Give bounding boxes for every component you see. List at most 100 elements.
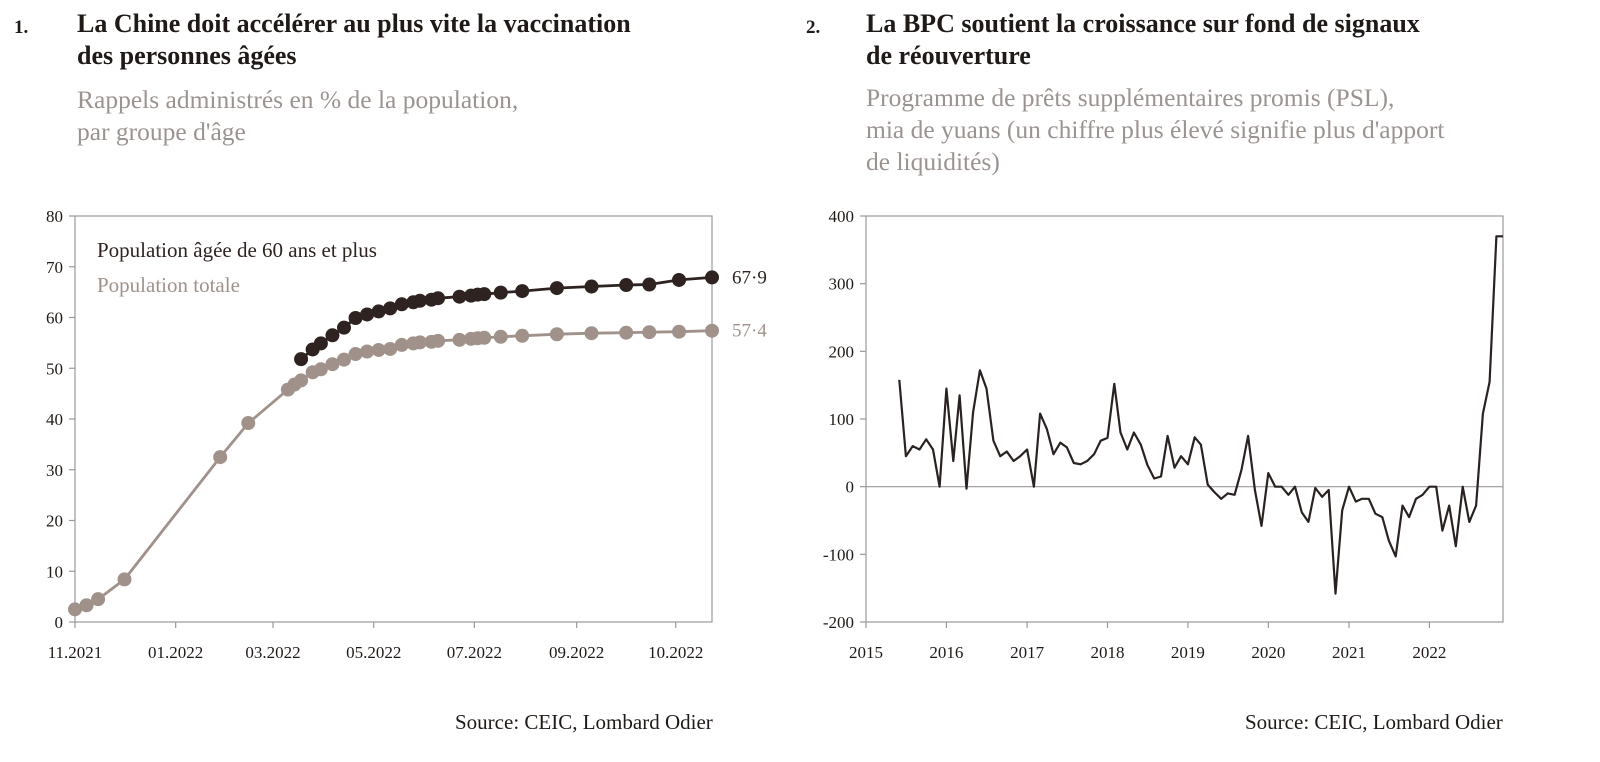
chart1-x-tick-label: 07.2022 bbox=[447, 643, 502, 662]
chart2-x-tick-label: 2021 bbox=[1332, 643, 1366, 662]
chart2-subtitle: Programme de prêts supplémentaires promi… bbox=[866, 82, 1444, 178]
chart2-y-tick-label: -100 bbox=[823, 545, 854, 564]
chart1-subtitle: Rappels administrés en % de la populatio… bbox=[77, 84, 518, 148]
chart1-series-1-point bbox=[477, 330, 492, 345]
chart1-series-1-point bbox=[325, 357, 340, 372]
chart1-y-tick-label: 0 bbox=[55, 613, 64, 632]
chart1-series-1-point bbox=[91, 592, 106, 607]
chart1-series-0-point bbox=[477, 287, 492, 302]
chart2-y-tick-label: 200 bbox=[829, 342, 855, 361]
chart1-y-tick-label: 20 bbox=[46, 512, 63, 531]
chart1-series-1-end-label: 57·4 bbox=[732, 321, 767, 342]
chart1-series-0-point bbox=[412, 293, 427, 308]
chart2-subtitle-line1: Programme de prêts supplémentaires promi… bbox=[866, 83, 1395, 112]
chart1-series-1-point bbox=[619, 325, 634, 340]
chart1-series-0-point bbox=[549, 281, 564, 296]
chart1-series-1-point bbox=[371, 342, 386, 357]
chart1-series-1-point bbox=[431, 333, 446, 348]
chart1-series-0-point bbox=[383, 301, 398, 316]
chart1-series-1-point bbox=[336, 352, 351, 367]
chart2-subtitle-line3: de liquidités) bbox=[866, 147, 1000, 176]
chart1-legend-entry-0: Population âgée de 60 ans et plus bbox=[97, 238, 377, 262]
chart1-series-1-point bbox=[515, 328, 530, 343]
chart1-series-0-point bbox=[452, 289, 467, 304]
chart1-y-tick-label: 10 bbox=[46, 562, 63, 581]
chart1-series-1-point bbox=[394, 337, 409, 352]
chart1-series-1-point bbox=[642, 325, 657, 340]
chart1-series-1-point bbox=[117, 572, 132, 587]
chart1-series-0-point bbox=[642, 277, 657, 292]
chart1-y-tick-label: 30 bbox=[46, 461, 63, 480]
chart1-series-0-point bbox=[360, 307, 375, 322]
chart1-series-1-point bbox=[452, 332, 467, 347]
chart2-title: La BPC soutient la croissance sur fond d… bbox=[866, 8, 1420, 72]
chart1-series-0-point bbox=[515, 284, 530, 299]
chart1-x-tick-label: 09.2022 bbox=[549, 643, 604, 662]
chart1-series-1-point bbox=[348, 347, 363, 362]
chart2-series-line-0 bbox=[898, 235, 1503, 595]
chart1-series-0-point bbox=[584, 279, 599, 294]
chart1-series-0-point bbox=[431, 291, 446, 306]
chart1-title-line2: des personnes âgées bbox=[77, 41, 297, 70]
chart1-series-0-point bbox=[493, 285, 508, 300]
chart2-y-tick-label: -200 bbox=[823, 613, 854, 632]
chart1-subtitle-line1: Rappels administrés en % de la populatio… bbox=[77, 85, 519, 114]
chart1-series-1-point bbox=[68, 602, 82, 617]
chart1-subtitle-line2: par groupe d'âge bbox=[77, 117, 246, 146]
chart1-series-0-point bbox=[294, 352, 309, 367]
chart1-x-tick-label: 10.2022 bbox=[648, 643, 703, 662]
chart1-series-1-point bbox=[360, 344, 375, 359]
chart1-number: 1. bbox=[14, 17, 29, 38]
chart1-y-tick-label: 60 bbox=[46, 309, 63, 328]
chart1-series-1-point bbox=[213, 450, 228, 465]
chart1-series-0-point bbox=[671, 272, 686, 287]
chart1-y-tick-label: 40 bbox=[46, 410, 63, 429]
chart2-subtitle-line2: mia de yuans (un chiffre plus élevé sign… bbox=[866, 115, 1445, 144]
chart1-title: La Chine doit accélérer au plus vite la … bbox=[77, 8, 631, 72]
chart2-source: Source: CEIC, Lombard Odier bbox=[1245, 710, 1503, 734]
chart1-series-0-point bbox=[619, 278, 634, 293]
chart1-series-0-end-label: 67·9 bbox=[732, 267, 767, 288]
chart1-series-1-point bbox=[705, 323, 719, 338]
chart1-source: Source: CEIC, Lombard Odier bbox=[455, 710, 713, 734]
chart2-x-tick-label: 2022 bbox=[1412, 643, 1446, 662]
chart1-series-0-point bbox=[348, 311, 363, 326]
chart1-x-tick-label: 03.2022 bbox=[245, 643, 300, 662]
chart1-series-0-point bbox=[705, 270, 719, 285]
chart1-series-1-point bbox=[79, 598, 94, 613]
chart2-title-line1: La BPC soutient la croissance sur fond d… bbox=[866, 9, 1420, 38]
chart1-x-tick-label: 01.2022 bbox=[148, 643, 203, 662]
chart1-series-1-point bbox=[493, 329, 508, 344]
chart2-x-tick-label: 2020 bbox=[1251, 643, 1285, 662]
chart1-series-0-point bbox=[371, 304, 386, 319]
chart1-series-1-point bbox=[549, 327, 564, 342]
chart1-series-1-point bbox=[313, 362, 328, 377]
chart1-y-tick-label: 50 bbox=[46, 359, 63, 378]
chart2-x-tick-label: 2015 bbox=[849, 643, 883, 662]
chart2-y-tick-label: 0 bbox=[846, 478, 855, 497]
chart2-x-tick-label: 2017 bbox=[1010, 643, 1045, 662]
chart1-y-tick-label: 80 bbox=[46, 207, 63, 226]
chart1-series-1-point bbox=[412, 335, 427, 350]
chart1-x-tick-label: 11.2021 bbox=[48, 643, 103, 662]
chart1-series-1-point bbox=[383, 341, 398, 356]
chart1-series-0-point bbox=[313, 336, 328, 351]
chart1-y-tick-label: 70 bbox=[46, 258, 63, 277]
chart2-y-tick-label: 100 bbox=[829, 410, 855, 429]
chart1-series-0-point bbox=[394, 297, 409, 312]
chart1-series-1-point bbox=[671, 324, 686, 339]
chart1-title-line1: La Chine doit accélérer au plus vite la … bbox=[77, 9, 631, 38]
chart1-legend-entry-1: Population totale bbox=[97, 273, 240, 297]
chart1-series-line-1 bbox=[74, 329, 713, 611]
chart2-x-tick-label: 2016 bbox=[929, 643, 963, 662]
chart1-series-0-point bbox=[325, 328, 340, 343]
chart1-x-tick-label: 05.2022 bbox=[346, 643, 401, 662]
chart2-number: 2. bbox=[806, 17, 821, 38]
chart2-y-tick-label: 300 bbox=[829, 275, 855, 294]
chart1-series-0-point bbox=[336, 320, 351, 335]
chart2-x-tick-label: 2018 bbox=[1090, 643, 1124, 662]
chart2-title-line2: de réouverture bbox=[866, 41, 1031, 70]
chart1-series-1-point bbox=[241, 416, 256, 431]
chart2-y-tick-label: 400 bbox=[829, 207, 855, 226]
